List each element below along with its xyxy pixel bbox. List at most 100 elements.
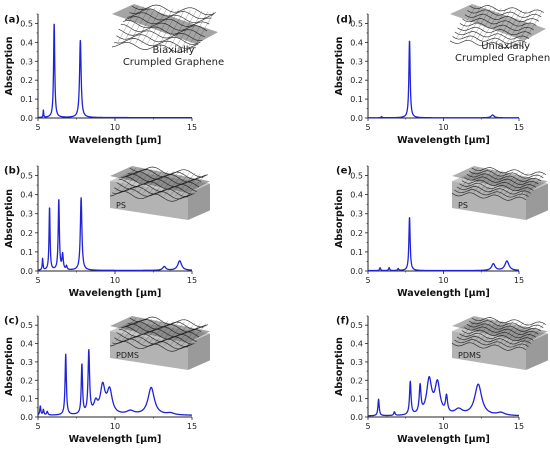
panel-label: (b) bbox=[4, 165, 20, 176]
y-tick-label: 0.0 bbox=[350, 114, 363, 123]
y-tick-label: 0.2 bbox=[350, 76, 363, 85]
x-tick-label: 10 bbox=[110, 422, 120, 431]
absorption-series-line bbox=[37, 348, 193, 416]
x-tick-label: 5 bbox=[35, 123, 40, 132]
graphene-sheet bbox=[451, 316, 548, 351]
inset-illustration: PDMS bbox=[451, 316, 548, 370]
y-tick-label: 0.5 bbox=[20, 19, 33, 28]
y-tick-label: 0.4 bbox=[350, 38, 363, 47]
y-axis-title: Absorption bbox=[4, 189, 15, 248]
y-tick-label: 0.3 bbox=[350, 358, 363, 367]
panel-b: (b) PS 0.0 0.1 0.2 0.3 0.4 0.5 5 10 15 Wavelength [… bbox=[4, 165, 210, 299]
graphene-sheet bbox=[109, 166, 210, 202]
x-tick-label: 15 bbox=[187, 422, 197, 431]
y-tick-label: 0.5 bbox=[20, 321, 33, 330]
y-tick-label: 0.5 bbox=[20, 172, 33, 181]
x-tick-label: 10 bbox=[438, 276, 448, 285]
x-tick-label: 10 bbox=[110, 276, 120, 285]
y-tick-label: 0.2 bbox=[20, 376, 33, 385]
absorption-series-line bbox=[367, 217, 520, 272]
x-axis-title: Wavelength [µm] bbox=[397, 288, 490, 299]
graphene-sheet bbox=[451, 166, 548, 201]
y-tick-label: 0.0 bbox=[20, 114, 33, 123]
x-tick-label: 5 bbox=[365, 422, 370, 431]
y-tick-label: 0.1 bbox=[350, 95, 363, 104]
panel-label: (c) bbox=[4, 315, 19, 326]
y-tick-label: 0.2 bbox=[350, 376, 363, 385]
y-axis-title: Absorption bbox=[4, 36, 15, 95]
x-axis-title: Wavelength [µm] bbox=[397, 434, 490, 445]
y-tick-label: 0.3 bbox=[20, 57, 33, 66]
x-tick-label: 10 bbox=[438, 123, 448, 132]
inset-illustration: PS bbox=[109, 166, 210, 220]
y-tick-label: 0.5 bbox=[350, 321, 363, 330]
y-tick-label: 0.4 bbox=[20, 340, 33, 349]
y-tick-label: 0.4 bbox=[20, 38, 33, 47]
x-tick-label: 10 bbox=[110, 123, 120, 132]
y-tick-label: 0.3 bbox=[350, 57, 363, 66]
y-tick-label: 0.0 bbox=[20, 267, 33, 276]
inset-illustration: PDMS bbox=[109, 316, 210, 370]
x-tick-label: 15 bbox=[187, 123, 197, 132]
y-tick-label: 0.4 bbox=[350, 191, 363, 200]
y-tick-label: 0.4 bbox=[350, 340, 363, 349]
absorption-series-line bbox=[37, 197, 193, 272]
substrate-side bbox=[526, 183, 548, 220]
y-tick-label: 0.2 bbox=[20, 76, 33, 85]
x-tick-label: 10 bbox=[438, 422, 448, 431]
absorption-series-line bbox=[367, 40, 520, 119]
x-tick-label: 5 bbox=[35, 276, 40, 285]
y-axis-title: Absorption bbox=[334, 337, 345, 396]
y-tick-label: 0.4 bbox=[20, 191, 33, 200]
sheet-type-label: Crumpled Graphene bbox=[123, 57, 224, 68]
panel-label: (a) bbox=[4, 14, 20, 25]
inset-label: PDMS bbox=[458, 351, 481, 360]
substrate-side bbox=[188, 333, 210, 370]
inset-label: PS bbox=[458, 201, 468, 210]
inset-label: PDMS bbox=[116, 351, 139, 360]
y-tick-label: 0.0 bbox=[350, 267, 363, 276]
panel-label: (d) bbox=[336, 14, 352, 25]
graphene-sheet bbox=[111, 4, 218, 53]
x-axis-title: Wavelength [µm] bbox=[397, 135, 490, 146]
substrate-label: PDMS bbox=[458, 351, 481, 360]
y-tick-label: 0.0 bbox=[350, 413, 363, 422]
panel-e: (e) PS 0.0 0.1 0.2 0.3 0.4 0.5 5 10 15 Wavelength [… bbox=[334, 165, 548, 299]
y-tick-label: 0.0 bbox=[20, 413, 33, 422]
panel-label: (f) bbox=[336, 315, 350, 326]
x-tick-label: 5 bbox=[365, 123, 370, 132]
substrate-label: PS bbox=[116, 201, 126, 210]
y-axis-title: Absorption bbox=[334, 189, 345, 248]
substrate-side bbox=[526, 333, 548, 370]
y-axis-title: Absorption bbox=[334, 36, 345, 95]
y-tick-label: 0.3 bbox=[350, 210, 363, 219]
panel-c: (c) PDMS 0.0 0.1 0.2 0.3 0.4 0.5 5 10 15 Wavelength… bbox=[4, 315, 210, 445]
x-tick-label: 15 bbox=[514, 123, 524, 132]
y-tick-label: 0.1 bbox=[350, 395, 363, 404]
x-tick-label: 5 bbox=[35, 422, 40, 431]
sheet-type-label: Biaxially bbox=[152, 45, 194, 56]
y-tick-label: 0.3 bbox=[20, 358, 33, 367]
x-tick-label: 5 bbox=[365, 276, 370, 285]
sheet-type-label: Crumpled Graphene bbox=[455, 53, 550, 64]
y-tick-label: 0.5 bbox=[350, 172, 363, 181]
substrate-side bbox=[188, 183, 210, 220]
substrate-label: PDMS bbox=[116, 351, 139, 360]
x-tick-label: 15 bbox=[514, 422, 524, 431]
graphene-sheet bbox=[109, 316, 210, 352]
y-axis-title: Absorption bbox=[4, 337, 15, 396]
y-tick-label: 0.1 bbox=[20, 248, 33, 257]
graphene-sheet bbox=[449, 4, 546, 49]
y-tick-label: 0.2 bbox=[20, 229, 33, 238]
absorption-series-line bbox=[37, 23, 193, 119]
y-tick-label: 0.1 bbox=[20, 395, 33, 404]
y-tick-label: 0.3 bbox=[20, 210, 33, 219]
panel-label: (e) bbox=[336, 165, 352, 176]
